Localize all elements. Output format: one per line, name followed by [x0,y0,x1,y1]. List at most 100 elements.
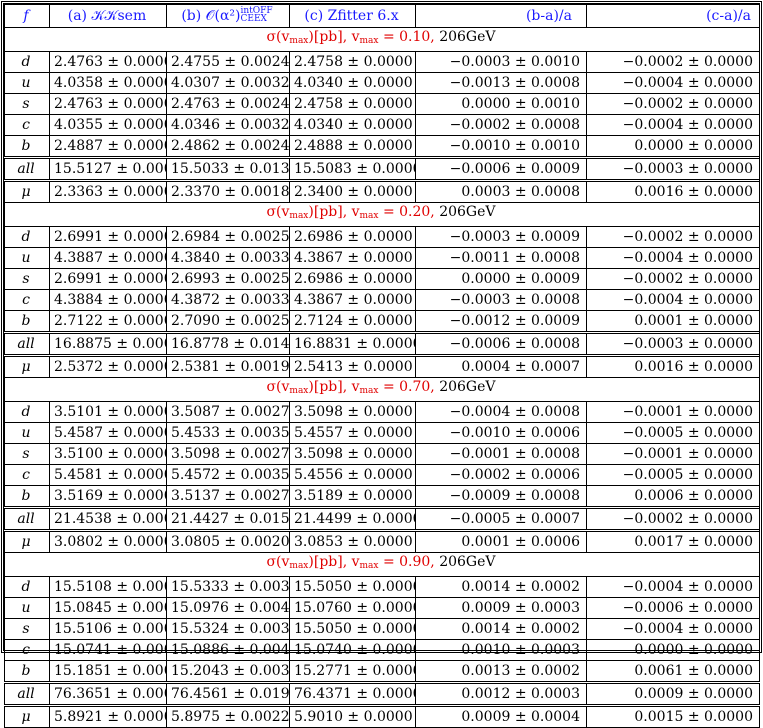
cell-ca: 0.0016 ± 0.0000 [586,179,760,203]
cell-f: u [4,597,50,619]
cell-c: 2.3400 ± 0.0000 [289,179,416,203]
section-title: σ(vmax)[pb], vmax = 0.10, 206GeV [4,27,760,52]
table-body: σ(vmax)[pb], vmax = 0.10, 206GeV d 2.4763 … [4,27,760,728]
cell-b: 15.0886 ± 0.0042 [166,639,290,661]
cell-ba: 0.0001 ± 0.0006 [415,529,587,553]
cell-c: 4.3867 ± 0.0000 [289,289,416,311]
cell-a: 4.0355 ± 0.0000 [49,114,167,136]
header-zfitter: (c) Zfitter 6.x [289,4,416,28]
cell-c: 4.3867 ± 0.0000 [289,247,416,269]
table-row: d 2.6991 ± 0.0000 2.6984 ± 0.0025 2.6986 ± … [4,226,760,248]
section-title-value: = 0.90, [378,554,440,570]
cell-b: 2.4763 ± 0.0024 [166,93,290,115]
table-row: d15.5108 ± 0.000015.5333 ± 0.003815.5050… [4,576,760,598]
cell-f: μ [4,529,50,553]
cell-ca: −0.0001 ± 0.0000 [586,443,760,465]
cell-c: 15.5083 ± 0.0000 [289,156,416,181]
cell-c: 3.5189 ± 0.0000 [289,485,416,508]
table-row: d 3.5101 ± 0.0000 3.5087 ± 0.0027 3.5098 ± … [4,401,760,423]
cell-a: 2.4887 ± 0.0000 [49,135,167,158]
cell-b: 4.0307 ± 0.0032 [166,72,290,94]
cell-f: μ [4,704,50,728]
cell-f: all [4,331,50,356]
header-row: f (a) 𝒦𝒦sem (b) 𝒪(α²) intOFF CEEX (c) Zfit… [4,4,760,28]
section-header-row: σ(vmax)[pb], vmax = 0.20, 206GeV [4,202,760,227]
section-title: σ(vmax)[pb], vmax = 0.20, 206GeV [4,202,760,227]
cell-a: 4.3887 ± 0.0000 [49,247,167,269]
cell-c: 2.7124 ± 0.0000 [289,310,416,333]
header-kksem: (a) 𝒦𝒦sem [49,4,167,28]
header-ratio-ba: (b-a)/a [415,4,587,28]
cell-f: u [4,422,50,444]
cell-f: d [4,401,50,423]
section-header-row: σ(vmax)[pb], vmax = 0.10, 206GeV [4,27,760,52]
cell-ca: −0.0002 ± 0.0000 [586,506,760,531]
section-title-energy: 206GeV [439,379,496,395]
cell-ba: 0.0000 ± 0.0009 [415,268,587,290]
cell-a: 2.5372 ± 0.0000 [49,354,167,378]
cell-c: 4.0340 ± 0.0000 [289,114,416,136]
cell-ba: 0.0012 ± 0.0003 [415,681,587,706]
section-header-row: σ(vmax)[pb], vmax = 0.70, 206GeV [4,377,760,402]
cell-a: 15.5127 ± 0.0000 [49,156,167,181]
header-ceex-sub: CEEX [240,13,267,24]
cell-c: 2.6986 ± 0.0000 [289,226,416,248]
cell-a: 15.1851 ± 0.0000 [49,660,167,683]
section-title-sub2: max [359,386,379,396]
cell-c: 5.4556 ± 0.0000 [289,464,416,486]
section-title-sub: max [289,211,309,221]
cell-ba: 0.0009 ± 0.0003 [415,597,587,619]
cell-a: 2.7122 ± 0.0000 [49,310,167,333]
cell-ca: −0.0004 ± 0.0000 [586,618,760,640]
cell-a: 15.5106 ± 0.0000 [49,618,167,640]
cell-f: b [4,135,50,158]
section-title-sigma: σ(v [266,204,290,220]
cell-b: 15.5333 ± 0.0038 [166,576,290,598]
cell-b: 5.4572 ± 0.0035 [166,464,290,486]
table-row: b 2.4887 ± 0.0000 2.4862 ± 0.0024 2.4888 ± … [4,135,760,158]
cell-c: 5.9010 ± 0.0000 [289,704,416,728]
section-title-rest: )[pb], v [308,379,360,395]
cell-c: 2.5413 ± 0.0000 [289,354,416,378]
cell-ca: 0.0009 ± 0.0000 [586,681,760,706]
cell-f: d [4,576,50,598]
section-title-energy: 206GeV [439,204,496,220]
cell-f: all [4,506,50,531]
cell-f: μ [4,354,50,378]
cell-a: 2.4763 ± 0.0000 [49,93,167,115]
cell-a: 4.0358 ± 0.0000 [49,72,167,94]
cell-b: 2.5381 ± 0.0019 [166,354,290,378]
cell-a: 15.0741 ± 0.0000 [49,639,167,661]
cell-f: b [4,660,50,683]
cell-c: 15.0740 ± 0.0000 [289,639,416,661]
cell-b: 21.4427 ± 0.0150 [166,506,290,531]
cell-f: d [4,51,50,73]
section-title-value: = 0.20, [378,204,440,220]
cell-ba: −0.0002 ± 0.0008 [415,114,587,136]
cell-c: 21.4499 ± 0.0000 [289,506,416,531]
cell-a: 3.0802 ± 0.0000 [49,529,167,553]
cell-ca: 0.0000 ± 0.0000 [586,639,760,661]
cell-c: 2.6986 ± 0.0000 [289,268,416,290]
table-row: c15.0741 ± 0.000015.0886 ± 0.004215.0740… [4,639,760,661]
cell-ba: −0.0002 ± 0.0006 [415,464,587,486]
cell-ba: −0.0003 ± 0.0010 [415,51,587,73]
section-title-value: = 0.10, [378,29,440,45]
cell-ba: −0.0006 ± 0.0008 [415,331,587,356]
cell-ca: −0.0004 ± 0.0000 [586,247,760,269]
cell-b: 4.3872 ± 0.0033 [166,289,290,311]
cell-f: all [4,681,50,706]
muon-row: μ 3.0802 ± 0.0000 3.0805 ± 0.0020 3.0853 ± … [4,529,760,553]
cell-ba: −0.0010 ± 0.0006 [415,422,587,444]
cell-a: 2.6991 ± 0.0000 [49,268,167,290]
muon-row: μ 2.3363 ± 0.0000 2.3370 ± 0.0018 2.3400 ± … [4,179,760,203]
cell-f: all [4,156,50,181]
cell-b: 16.8778 ± 0.0142 [166,331,290,356]
cell-a: 76.3651 ± 0.0000 [49,681,167,706]
cell-f: u [4,72,50,94]
section-title-sub2: max [359,36,379,46]
cell-f: c [4,639,50,661]
table-row: d 2.4763 ± 0.0000 2.4755 ± 0.0024 2.4758 ± … [4,51,760,73]
cell-ba: 0.0000 ± 0.0010 [415,93,587,115]
